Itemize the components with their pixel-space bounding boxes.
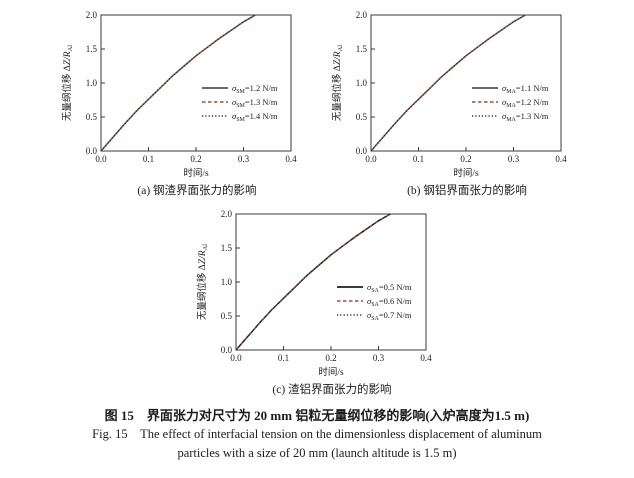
x-tick-label: 0.4 (285, 154, 297, 164)
y-tick-label: 1.5 (356, 44, 368, 54)
y-tick-label: 1.0 (86, 78, 98, 88)
chart-panel-c: 0.0 0.1 0.2 0.3 0.4 0.0 0.5 1.0 1.5 2.0 时间/s 无量纲位移 … (192, 208, 442, 397)
legend-entry-label: σSA=0.6 N/m (367, 296, 412, 308)
y-tick-label: 1.0 (221, 277, 233, 287)
figure-caption-en-line2: particles with a size of 20 mm (launch a… (177, 446, 457, 460)
bottom-chart-row: 0.0 0.1 0.2 0.3 0.4 0.0 0.5 1.0 1.5 2.0 时间/s 无量纲位移 … (0, 208, 634, 397)
chart-c-plot: 0.0 0.1 0.2 0.3 0.4 0.0 0.5 1.0 1.5 2.0 时间/s 无量纲位移 … (196, 209, 432, 378)
y-tick-label: 0.0 (356, 146, 368, 156)
chart-panel-b: 0.0 0.1 0.2 0.3 0.4 0.0 0.5 1.0 1.5 2.0 时间/s 无量纲位移 … (327, 9, 577, 198)
chart-a-plot: 0.0 0.1 0.2 0.3 0.4 0.0 0.5 1.0 1.5 2.0 时间/s 无量纲位移 … (61, 10, 297, 179)
y-tick-label: 1.5 (86, 44, 98, 54)
legend-entry-label: σMA=1.1 N/m (502, 83, 549, 95)
y-tick-label: 0.5 (221, 311, 233, 321)
x-axis-label: 时间/s (318, 366, 344, 378)
figure-caption-en-line1: Fig. 15 The effect of interfacial tensio… (92, 427, 542, 441)
chart-panel-a: 0.0 0.1 0.2 0.3 0.4 0.0 0.5 1.0 1.5 2.0 时间/s 无量纲位移 … (57, 9, 307, 198)
x-tick-label: 0.0 (95, 154, 107, 164)
legend-entry-label: σSA=0.7 N/m (367, 310, 412, 322)
y-tick-label: 1.0 (356, 78, 368, 88)
figure-caption: 图 15 界面张力对尺寸为 20 mm 铝粒无量纲位移的影响(入炉高度为1.5 … (0, 406, 634, 463)
figure-caption-zh: 图 15 界面张力对尺寸为 20 mm 铝粒无量纲位移的影响(入炉高度为1.5 … (104, 408, 530, 423)
chart-c-caption: (c) 渣铝界面张力的影响 (272, 384, 392, 396)
x-tick-label: 0.2 (190, 154, 201, 164)
legend-entry-label: σSM=1.4 N/m (232, 111, 278, 123)
x-tick-label: 0.3 (238, 154, 250, 164)
legend-entry-label: σMA=1.3 N/m (502, 111, 549, 123)
x-axis-label: 时间/s (183, 167, 209, 179)
chart-a-caption: (a) 钢渣界面张力的影响 (137, 185, 257, 197)
x-axis-label: 时间/s (453, 167, 479, 179)
x-tick-label: 0.0 (230, 353, 242, 363)
legend-entry-label: σMA=1.2 N/m (502, 97, 549, 109)
y-tick-label: 0.5 (86, 112, 98, 122)
y-tick-label: 2.0 (86, 10, 98, 20)
chart-b-plot: 0.0 0.1 0.2 0.3 0.4 0.0 0.5 1.0 1.5 2.0 时间/s 无量纲位移 … (331, 10, 567, 179)
y-tick-label: 0.0 (221, 345, 233, 355)
y-axis-label: 无量纲位移 ΔZ/RAl (196, 244, 209, 320)
x-tick-label: 0.3 (373, 353, 385, 363)
y-tick-label: 1.5 (221, 243, 233, 253)
y-tick-label: 2.0 (221, 209, 233, 219)
y-tick-label: 0.0 (86, 146, 98, 156)
x-tick-label: 0.4 (420, 353, 432, 363)
x-tick-label: 0.2 (460, 154, 471, 164)
series-line-dashed (370, 14, 526, 152)
legend-entry-label: σSM=1.3 N/m (232, 97, 278, 109)
x-tick-label: 0.3 (508, 154, 520, 164)
x-tick-label: 0.0 (365, 154, 377, 164)
x-tick-label: 0.1 (143, 154, 154, 164)
top-chart-row: 0.0 0.1 0.2 0.3 0.4 0.0 0.5 1.0 1.5 2.0 时间/s 无量纲位移 … (0, 9, 634, 198)
x-tick-label: 0.1 (278, 353, 289, 363)
y-axis-label: 无量纲位移 ΔZ/RAl (331, 45, 344, 121)
y-axis-label: 无量纲位移 ΔZ/RAl (61, 45, 74, 121)
x-tick-label: 0.4 (555, 154, 567, 164)
y-tick-label: 0.5 (356, 112, 368, 122)
x-tick-label: 0.2 (325, 353, 336, 363)
chart-b-caption: (b) 钢铝界面张力的影响 (407, 185, 527, 197)
series-line-dashed (235, 213, 391, 351)
legend-entry-label: σSA=0.5 N/m (367, 282, 412, 294)
legend-entry-label: σSM=1.2 N/m (232, 83, 278, 95)
series-line-dashed (100, 14, 256, 152)
y-tick-label: 2.0 (356, 10, 368, 20)
x-tick-label: 0.1 (413, 154, 424, 164)
